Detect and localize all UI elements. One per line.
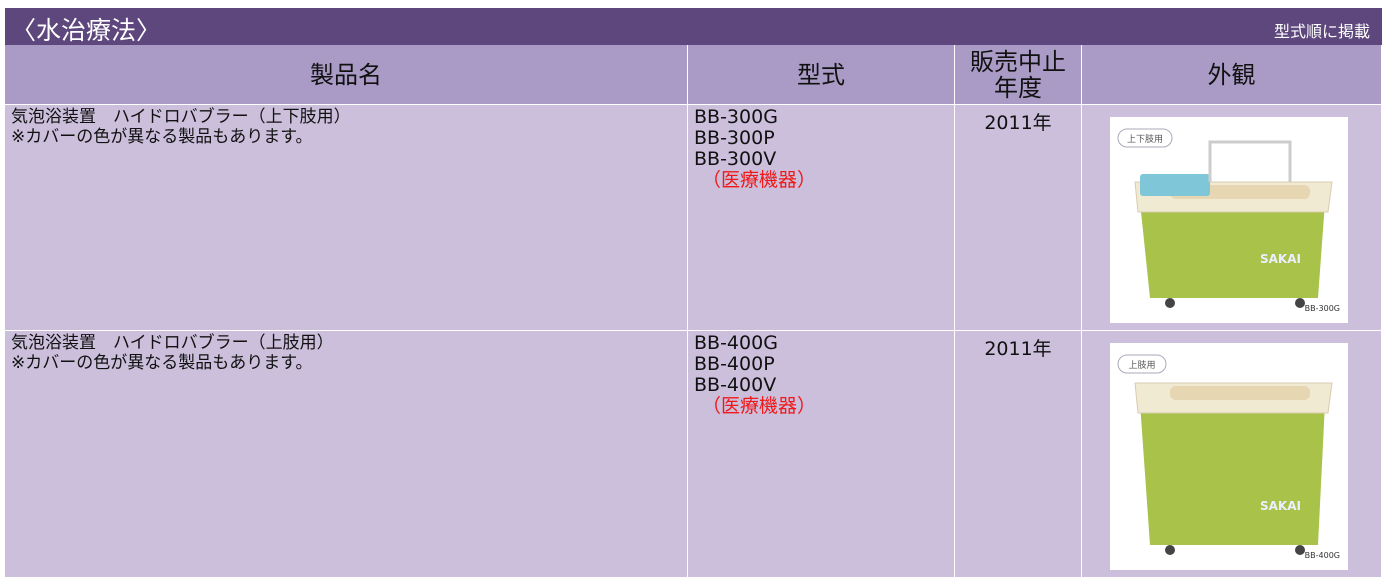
year-cell: 2011年 <box>955 331 1082 578</box>
product-name: ※カバーの色が異なる製品もあります。 <box>11 353 313 373</box>
photo-shape <box>1295 545 1305 555</box>
col-header: 型式 <box>688 45 955 105</box>
order-note: 型式順に掲載 <box>1273 22 1370 41</box>
product-photo: 上肢用 SAKAI BB-400G <box>1110 343 1348 570</box>
image-cell: 上肢用 SAKAI BB-400G <box>1082 331 1382 578</box>
year-cell: 2011年 <box>955 105 1082 331</box>
model-cell: BB-300G BB-300P BB-300V （医療機器） <box>688 105 955 331</box>
col-header: 外観 <box>1082 45 1382 105</box>
title: 〈水治療法〉 <box>11 16 162 45</box>
photo-label: BB-300G <box>1305 304 1340 313</box>
category: （医療機器） <box>702 395 817 417</box>
photo-shape <box>1165 545 1175 555</box>
model: BB-400P <box>694 353 775 375</box>
col-header: 販売中止年度 <box>955 45 1082 105</box>
image-cell: 上下肢用 SAKAI BB-300G <box>1082 105 1382 331</box>
photo-label: 上下肢用 <box>1127 133 1163 145</box>
model: BB-300V <box>694 148 777 170</box>
photo-shape <box>1140 174 1210 196</box>
col-header: 製品名 <box>5 45 688 105</box>
photo-shape <box>1208 140 1292 182</box>
title-bar: 〈水治療法〉 型式順に掲載 <box>5 8 1382 45</box>
photo-label: 上肢用 <box>1128 359 1155 371</box>
photo-shape <box>1140 403 1325 545</box>
photo-shape <box>1140 202 1325 298</box>
photo-shape <box>1165 298 1175 308</box>
photo-label: BB-400G <box>1305 551 1340 560</box>
product-name: ※カバーの色が異なる製品もあります。 <box>11 127 313 147</box>
model: BB-400G <box>694 332 778 354</box>
model: BB-300G <box>694 106 778 128</box>
product-name: 気泡浴装置 ハイドロバブラー（上肢用） <box>11 333 334 353</box>
photo-label: SAKAI <box>1260 252 1301 266</box>
photo-shape <box>1170 386 1310 400</box>
photo-shape <box>1295 298 1305 308</box>
model: BB-400V <box>694 374 777 396</box>
photo-shape <box>1117 354 1167 374</box>
photo-shape <box>1117 128 1173 148</box>
name-cell: 気泡浴装置 ハイドロバブラー（上下肢用） ※カバーの色が異なる製品もあります。 <box>5 105 688 331</box>
product-photo: 上下肢用 SAKAI BB-300G <box>1110 117 1348 323</box>
model-cell: BB-400G BB-400P BB-400V （医療機器） <box>688 331 955 578</box>
photo-label: SAKAI <box>1260 499 1301 513</box>
model: BB-300P <box>694 127 775 149</box>
name-cell: 気泡浴装置 ハイドロバブラー（上肢用） ※カバーの色が異なる製品もあります。 <box>5 331 688 578</box>
category: （医療機器） <box>702 169 817 191</box>
product-name: 気泡浴装置 ハイドロバブラー（上下肢用） <box>11 107 351 127</box>
